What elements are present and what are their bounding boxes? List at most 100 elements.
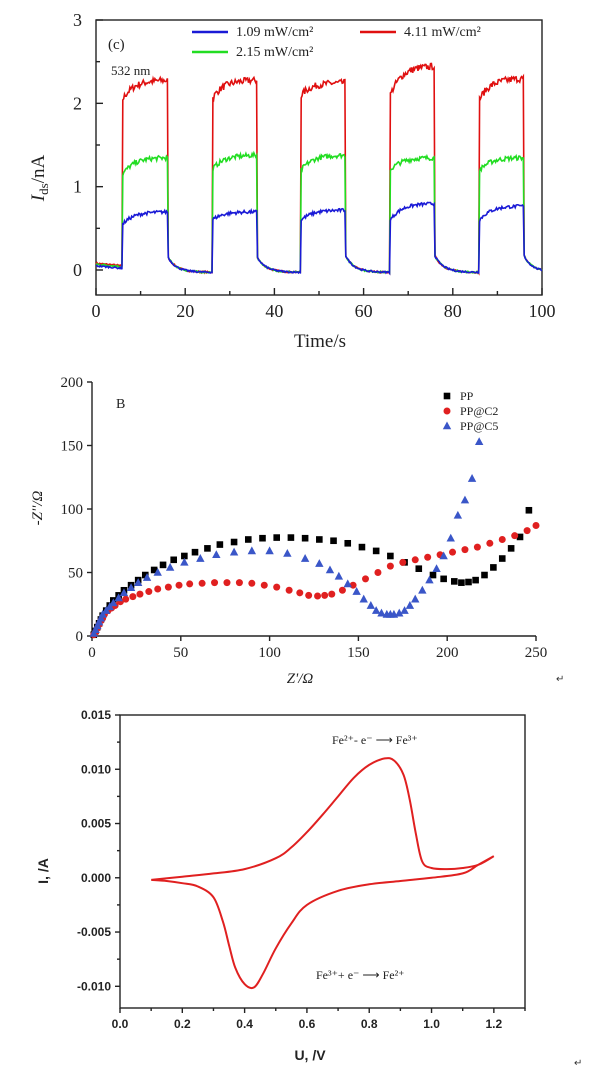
data-point xyxy=(328,590,336,598)
y-tick-label: 100 xyxy=(61,502,84,518)
data-point xyxy=(467,474,477,482)
data-point xyxy=(165,562,175,571)
data-point xyxy=(424,553,432,561)
data-point xyxy=(230,538,238,546)
data-point xyxy=(154,585,162,593)
data-point xyxy=(425,575,434,584)
data-point xyxy=(126,583,136,592)
data-point xyxy=(498,535,506,543)
data-point xyxy=(374,569,382,576)
y-tick-label: -0.010 xyxy=(77,979,111,993)
data-point xyxy=(386,562,394,570)
data-point xyxy=(523,527,531,535)
x-tick-label: 0.6 xyxy=(299,1017,316,1031)
data-point xyxy=(129,593,137,601)
legend-marker xyxy=(442,421,452,430)
x-axis-label: Time/s xyxy=(294,331,346,352)
data-point xyxy=(260,581,268,589)
data-point xyxy=(474,437,484,445)
data-point xyxy=(259,534,266,542)
data-point xyxy=(338,586,346,594)
x-tick-label: 0.2 xyxy=(174,1017,191,1031)
y-tick-label: 1 xyxy=(73,177,82,197)
data-point xyxy=(461,546,469,554)
data-point xyxy=(400,606,409,614)
data-point xyxy=(321,591,329,599)
data-point xyxy=(362,575,370,583)
legend-marker xyxy=(443,407,451,415)
y-tick-label: 2 xyxy=(73,93,82,113)
data-point xyxy=(473,543,481,551)
x-tick-label: 150 xyxy=(347,645,370,661)
plot-frame xyxy=(119,714,526,1009)
legend-label: PP@C2 xyxy=(460,404,498,418)
series-2 xyxy=(89,437,484,637)
data-point xyxy=(525,506,533,514)
photocurrent-chart: 0 20 40 60 80 100 0 1 2 3 (c) 532 nm 1.09 mW/cm² 2… xyxy=(28,10,556,352)
x-tick-label: 0.8 xyxy=(361,1017,378,1031)
data-point xyxy=(314,592,322,600)
data-point xyxy=(287,534,295,541)
data-point xyxy=(283,548,292,557)
x-tick-label: 1.2 xyxy=(486,1017,503,1031)
data-point xyxy=(301,534,309,542)
y-tick-label: 0.015 xyxy=(81,708,111,722)
y-tick-label: 3 xyxy=(73,10,82,30)
data-point xyxy=(344,539,352,547)
data-point xyxy=(458,579,465,586)
y-tick-label: 0.005 xyxy=(81,817,111,831)
data-point xyxy=(122,595,130,603)
y-axis-label: I, /A xyxy=(35,858,51,884)
data-point xyxy=(432,564,441,572)
data-point xyxy=(498,555,506,562)
data-point xyxy=(300,554,310,562)
data-point xyxy=(211,579,219,587)
data-point xyxy=(216,541,224,548)
data-point xyxy=(181,552,188,560)
data-point xyxy=(453,510,463,519)
data-point xyxy=(175,581,183,589)
x-tick-label: 0.0 xyxy=(112,1017,129,1031)
legend-label: 2.15 mW/cm² xyxy=(236,45,313,60)
data-point xyxy=(212,550,221,559)
y-axis-label: -Z''/Ω xyxy=(30,490,46,525)
data-point xyxy=(223,579,231,587)
y-axis-label: Ids/nA xyxy=(28,155,51,203)
legend-label: PP xyxy=(460,389,474,403)
x-tick-label: 60 xyxy=(355,301,373,321)
data-point xyxy=(273,583,281,591)
x-tick-label: 100 xyxy=(529,301,556,321)
data-point xyxy=(296,589,304,597)
x-tick-label: 1.0 xyxy=(423,1017,440,1031)
data-point xyxy=(191,548,199,556)
data-point xyxy=(446,533,455,542)
x-tick-label: 50 xyxy=(173,645,188,661)
data-point xyxy=(418,585,427,594)
y-tick-label: 200 xyxy=(61,375,84,391)
legend-label: 1.09 mW/cm² xyxy=(236,25,313,40)
data-point xyxy=(229,547,239,556)
data-point xyxy=(186,580,194,588)
data-point xyxy=(366,601,376,609)
data-point xyxy=(244,536,252,543)
data-point xyxy=(141,571,149,579)
data-point xyxy=(142,573,152,581)
data-point xyxy=(330,537,337,545)
data-point xyxy=(399,558,407,566)
legend-label: 4.11 mW/cm² xyxy=(404,25,481,40)
data-point xyxy=(411,594,420,603)
x-tick-label: 250 xyxy=(525,645,548,661)
x-tick-label: 40 xyxy=(265,301,283,321)
y-tick-label: 0.000 xyxy=(81,871,111,885)
series-1 xyxy=(90,522,540,639)
data-point xyxy=(316,536,323,543)
data-point xyxy=(359,594,368,603)
data-point xyxy=(198,579,206,587)
y-tick-label: 150 xyxy=(61,439,84,455)
data-point xyxy=(507,545,515,552)
wavelength-annotation: 532 nm xyxy=(111,63,150,78)
data-point xyxy=(415,565,423,572)
data-point xyxy=(516,533,524,541)
x-tick-label: 0 xyxy=(92,301,101,321)
series-line-2 xyxy=(95,62,543,276)
